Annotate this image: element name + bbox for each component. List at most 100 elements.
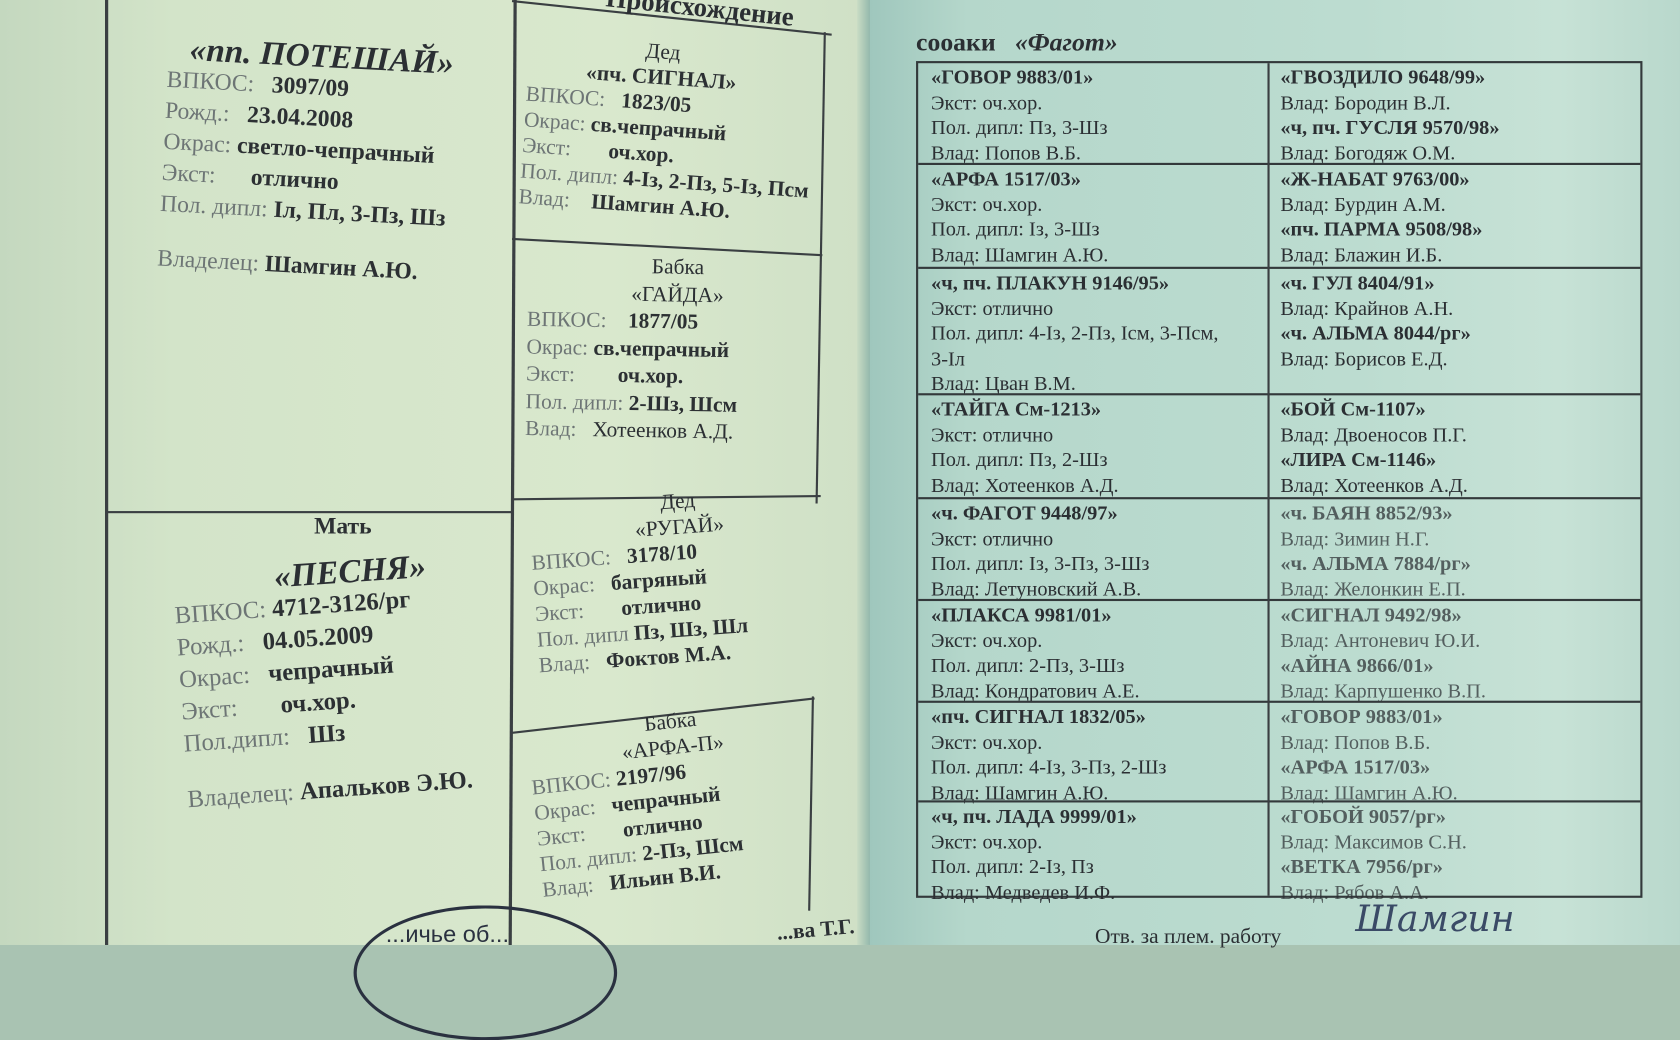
- granddam-2: Бабка «АРФА-П» ВПКОС: 2197/96 Окрас: чеп…: [530, 707, 745, 903]
- cell-line: «ГОБОЙ 9057/рг»: [1280, 805, 1446, 829]
- cell-line: Экст: отлично: [931, 423, 1054, 447]
- ancestor-cell-right: «Ж-НАБАТ 9763/00» Влад: Бурдин А.М. «пч. П…: [1267, 167, 1482, 268]
- cell-line: Влад: Рябов А.А.: [1280, 881, 1429, 904]
- ancestor-cell-left: «ч, пч. ЛАДА 9999/01» Экст: оч.хор. Пол. д…: [918, 805, 1137, 906]
- ancestor-cell-right: «БОЙ См-1107» Влад: Двоеносов П.Г. «ЛИРА С…: [1267, 397, 1468, 498]
- cell-line: Влад: Хотеенков А.Д.: [1280, 474, 1468, 497]
- cell-line: Пол. дипл: Пз, 2-Шз: [931, 448, 1108, 472]
- dog-card: «пп. ПОТЕШАЙ» ВПКОС: 3097/09 Рожд.: 23.0…: [156, 30, 455, 285]
- cell-line: «АРФА 1517/03»: [1280, 756, 1431, 779]
- cell-line: «ТАЙГА См-1213»: [931, 398, 1102, 422]
- grandsire-2: Дед «РУГАЙ» ВПКОС: 3178/10 Окрас: багрян…: [530, 488, 749, 678]
- cell-line: «ч. АЛЬМА 7884/рг»: [1280, 552, 1471, 576]
- cell-line: Пол. дипл: 4-Iз, 3-Пз, 2-Шз: [931, 756, 1167, 779]
- cell-line: Экст: отлично: [931, 527, 1054, 551]
- ancestor-cell-right: «ч. БАЯН 8852/93» Влад: Зимин Н.Г. «ч. АЛЬ…: [1267, 501, 1470, 602]
- cell-line: Влад: Попов В.Б.: [931, 141, 1082, 165]
- cell-line: Экст: оч.хор.: [931, 193, 1043, 216]
- cell-line: Влад: Хотеенков А.Д.: [931, 474, 1119, 497]
- cell-line: «АЙНА 9866/01»: [1280, 654, 1434, 678]
- right-page: [869, 0, 1680, 945]
- ancestor-cell-left: «ч, пч. ПЛАКУН 9146/95» Экст: отлично Пол.…: [918, 271, 1218, 397]
- cell-line: Экст: отлично: [931, 297, 1054, 320]
- cell-line: Пол. дипл: Пз, 3-Шз: [931, 116, 1108, 140]
- cell-line: «ГВОЗДИЛО 9648/99»: [1280, 66, 1486, 89]
- cell-line: «ВЕТКА 7956/рг»: [1280, 856, 1443, 879]
- ancestors-table: «ГОВОР 9883/01» Экст: оч.хор. Пол. дипл: П…: [916, 61, 1643, 904]
- cell-line: Влад: Попов В.Б.: [1280, 731, 1431, 754]
- cell-line: «АРФА 1517/03»: [931, 168, 1081, 191]
- cell-line: Влад: Бурдин А.М.: [1280, 193, 1446, 216]
- cell-line: Влад: Крайнов А.Н.: [1280, 297, 1454, 320]
- cell-line: Влад: Цван В.М.: [931, 372, 1076, 396]
- cell-line: «пч. ПАРМА 9508/98»: [1280, 218, 1483, 242]
- cell-line: Влад: Двоеносов П.Г.: [1280, 423, 1467, 447]
- cell-line: Пол. дипл: 2-Iз, Пз: [931, 856, 1094, 879]
- cell-line: «ч. ГУЛ 8404/91»: [1280, 272, 1435, 295]
- cell-line: «СИГНАЛ 9492/98»: [1280, 604, 1462, 627]
- cell-line: Влад: Блажин И.Б.: [1280, 243, 1443, 267]
- cell-line: Влад: Антоневич Ю.И.: [1280, 629, 1481, 652]
- cell-line: «ч, пч. ПЛАКУН 9146/95»: [931, 272, 1170, 295]
- cell-line: Влад: Карпушенко В.П.: [1280, 679, 1486, 703]
- cell-line: «Ж-НАБАТ 9763/00»: [1280, 168, 1470, 191]
- cell-line: «ч, пч. ГУСЛЯ 9570/98»: [1280, 116, 1500, 140]
- table-row: «ч. ФАГОТ 9448/97» Экст: отлично Пол. дипл…: [918, 497, 1641, 602]
- cell-line: Пол. дипл: 4-Iз, 2-Пз, Iсм, 3-Псм,: [931, 322, 1219, 345]
- cell-line: Экст: оч.хор.: [931, 629, 1043, 652]
- cell-line: «ГОВОР 9883/01»: [1280, 706, 1443, 729]
- cell-line: Влад: Медведев И.Ф.: [931, 881, 1116, 904]
- cell-line: «ПЛАКСА 9981/01»: [931, 604, 1112, 627]
- table-row: «пч. СИГНАЛ 1832/05» Экст: оч.хор. Пол. ди…: [918, 700, 1641, 806]
- cell-line: Влад: Шамгин А.Ю.: [931, 243, 1109, 267]
- left-page: Происхождение «пп. ПОТЕШАЙ» ВПКОС: 3097/…: [0, 0, 870, 1040]
- column-divider: [1267, 63, 1270, 896]
- cell-line: 3-Iл: [931, 347, 965, 371]
- ancestor-cell-right: «ГОБОЙ 9057/рг» Влад: Максимов С.Н. «ВЕТКА…: [1267, 805, 1467, 906]
- cell-line: «ЛИРА См-1146»: [1280, 448, 1437, 472]
- table-row: «ПЛАКСА 9981/01» Экст: оч.хор. Пол. дипл: …: [918, 598, 1641, 704]
- cell-line: Пол. дипл: Iз, 3-Шз: [931, 218, 1100, 242]
- cell-line: «ч. АЛЬМА 8044/рг»: [1280, 322, 1471, 345]
- ancestor-cell-left: «ч. ФАГОТ 9448/97» Экст: отлично Пол. дипл…: [918, 501, 1149, 602]
- grandsire-1: Дед «пч. СИГНАЛ» ВПКОС: 1823/05 Окрас: с…: [517, 39, 810, 224]
- origin-header: Происхождение: [604, 0, 796, 33]
- ancestor-cell-left: «пч. СИГНАЛ 1832/05» Экст: оч.хор. Пол. ди…: [918, 705, 1166, 806]
- cell-line: Экст: оч.хор.: [931, 731, 1043, 754]
- cell-line: «пч. СИГНАЛ 1832/05»: [931, 706, 1146, 729]
- ancestor-cell-right: «ч. ГУЛ 8404/91» Влад: Крайнов А.Н. «ч. АЛ…: [1267, 271, 1470, 372]
- footer-partial: ...ва Т.Г.: [775, 914, 856, 946]
- cell-line: Влад: Кондратович А.Е.: [931, 679, 1140, 703]
- table-row: «ТАЙГА См-1213» Экст: отлично Пол. дипл: П…: [918, 393, 1641, 499]
- stamp-text: ...ичье об...: [385, 920, 509, 948]
- signature: Шамгин: [1355, 897, 1515, 941]
- cell-line: Влад: Желонкин Е.П.: [1280, 578, 1466, 601]
- right-title: сооаки «Фагот»: [916, 28, 1118, 57]
- cell-line: Пол. дипл: 2-Пз, 3-Шз: [931, 654, 1125, 678]
- ancestor-cell-right: «ГВОЗДИЛО 9648/99» Влад: Бородин В.Л. «ч, …: [1267, 65, 1499, 166]
- cell-line: Влад: Богодяж О.М.: [1280, 141, 1456, 165]
- ancestor-cell-left: «АРФА 1517/03» Экст: оч.хор. Пол. дипл: Iз…: [918, 167, 1108, 268]
- cell-line: Влад: Шамгин А.Ю.: [931, 781, 1109, 805]
- ancestor-cell-right: «СИГНАЛ 9492/98» Влад: Антоневич Ю.И. «АЙН…: [1267, 603, 1486, 704]
- cell-line: Влад: Бородин В.Л.: [1280, 91, 1451, 115]
- table-row: «ч, пч. ЛАДА 9999/01» Экст: оч.хор. Пол. д…: [918, 800, 1641, 904]
- cell-line: Экст: оч.хор.: [931, 91, 1043, 115]
- ancestor-cell-left: «ПЛАКСА 9981/01» Экст: оч.хор. Пол. дипл: …: [918, 603, 1140, 704]
- cell-line: Влад: Борисов Е.Д.: [1280, 347, 1448, 371]
- cell-line: «ч, пч. ЛАДА 9999/01»: [931, 805, 1137, 829]
- cell-line: Влад: Шамгин А.Ю.: [1280, 781, 1458, 805]
- table-row: «ч, пч. ПЛАКУН 9146/95» Экст: отлично Пол.…: [918, 266, 1641, 397]
- table-row: «ГОВОР 9883/01» Экст: оч.хор. Пол. дипл: П…: [918, 63, 1640, 166]
- dam-card: Мать: [314, 512, 372, 539]
- table-row: «АРФА 1517/03» Экст: оч.хор. Пол. дипл: Iз…: [918, 162, 1641, 269]
- ancestor-cell-left: «ГОВОР 9883/01» Экст: оч.хор. Пол. дипл: П…: [918, 65, 1107, 166]
- cell-line: «БОЙ См-1107»: [1280, 398, 1426, 422]
- footer-label: Отв. за плем. работу: [1094, 924, 1282, 949]
- ancestor-cell-right: «ГОВОР 9883/01» Влад: Попов В.Б. «АРФА 151…: [1267, 705, 1457, 806]
- cell-line: Влад: Зимин Н.Г.: [1280, 527, 1430, 551]
- cell-line: «ч. ФАГОТ 9448/97»: [931, 502, 1118, 525]
- ancestor-cell-left: «ТАЙГА См-1213» Экст: отлично Пол. дипл: П…: [918, 397, 1119, 498]
- dam-details: «ПЕСНЯ» ВПКОС: 4712-3126/рг Рожд.: 04.05…: [173, 546, 474, 813]
